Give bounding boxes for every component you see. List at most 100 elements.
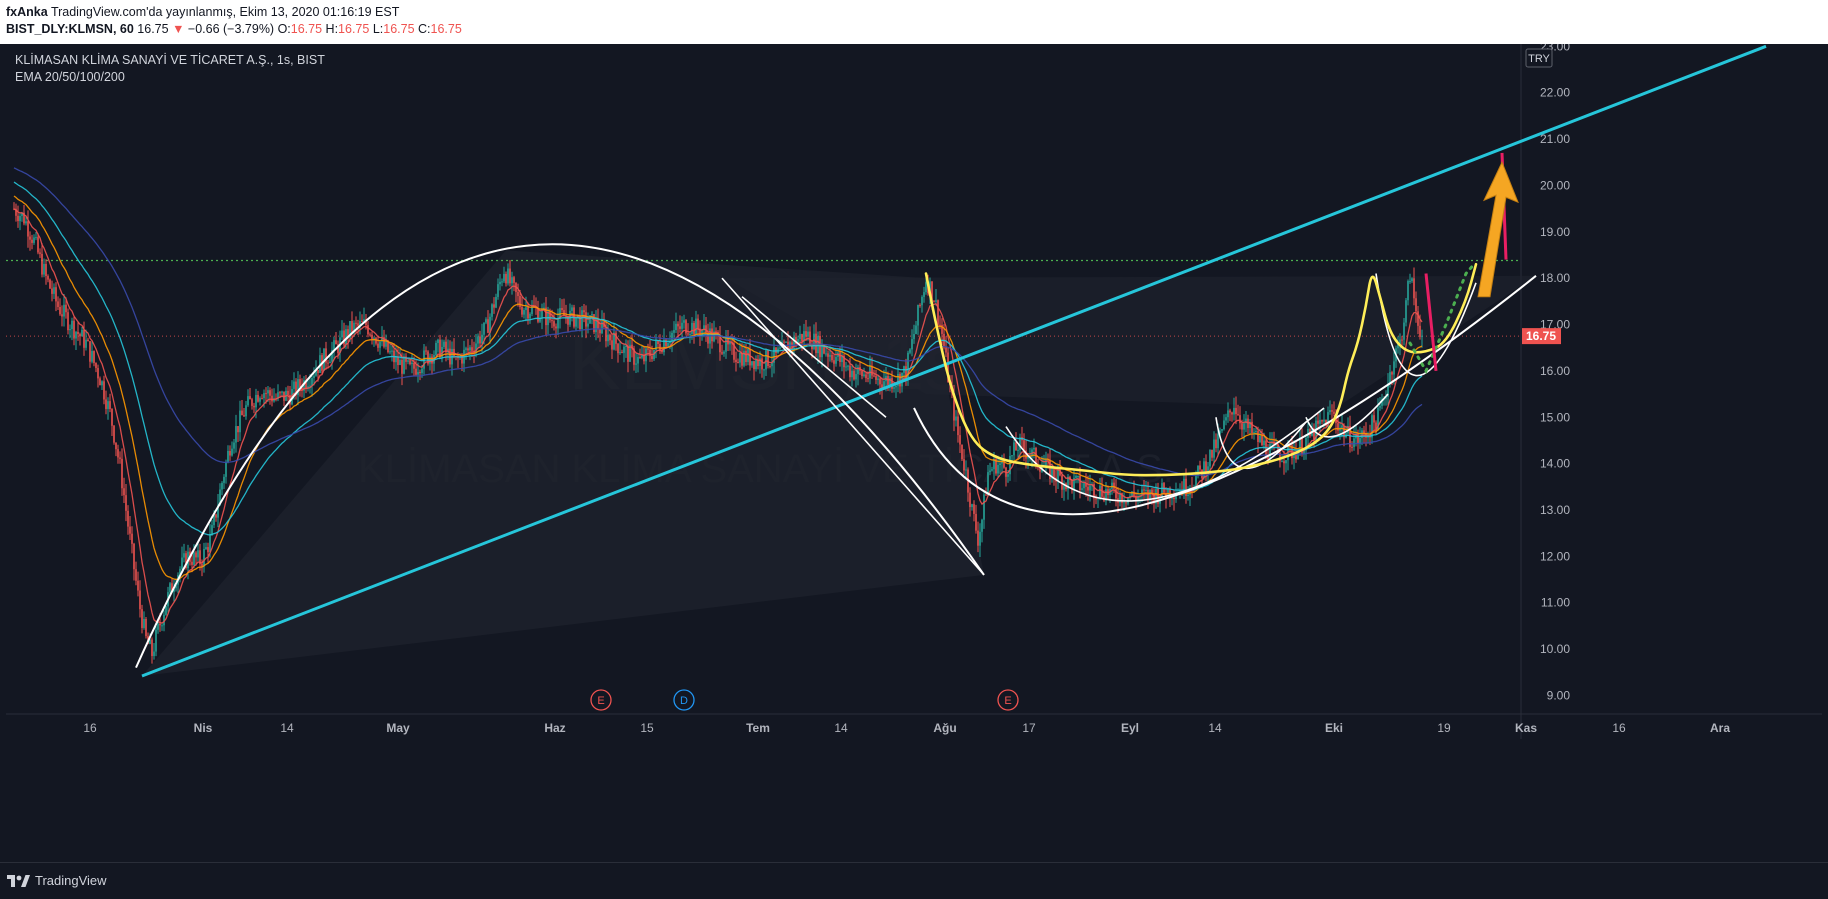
candle-body	[413, 362, 415, 369]
candle-body	[371, 334, 373, 339]
price-chart[interactable]: KLMSN, 1sKLİMASAN KLİMA SANAYİ VE TİCARE…	[6, 44, 1822, 862]
candle-body	[811, 345, 813, 350]
candle-body	[467, 348, 469, 351]
time-tick-label: Haz	[544, 721, 565, 735]
candle-body	[809, 331, 811, 346]
change-value: −0.66 (−3.79%)	[187, 22, 275, 36]
candle-body	[841, 355, 843, 362]
candle-body	[279, 392, 281, 394]
candle-body	[1215, 439, 1217, 449]
candle-body	[181, 557, 183, 569]
candle-body	[651, 356, 653, 360]
candle-body	[1225, 417, 1227, 421]
candle-body	[955, 416, 957, 421]
candle-body	[103, 381, 105, 400]
candle-body	[591, 314, 593, 316]
candle-body	[77, 331, 79, 335]
candle-body	[1343, 425, 1345, 438]
legend-title[interactable]: KLİMASAN KLİMA SANAYİ VE TİCARET A.Ş., 1…	[15, 53, 325, 67]
price-tick-label: 21.00	[1540, 132, 1570, 146]
author-name[interactable]: fxAnka	[6, 5, 48, 19]
candle-body	[1319, 420, 1321, 424]
candle-body	[195, 552, 197, 558]
chart-area[interactable]: KLMSN, 1sKLİMASAN KLİMA SANAYİ VE TİCARE…	[6, 44, 1822, 862]
candle-body	[293, 381, 295, 389]
candle-body	[787, 341, 789, 352]
candle-body	[999, 463, 1001, 465]
candle-body	[297, 379, 299, 396]
price-tick-label: 13.00	[1540, 503, 1570, 517]
candle-body	[681, 322, 683, 329]
candle-body	[635, 363, 637, 365]
candle-body	[1207, 466, 1209, 475]
candle-body	[719, 335, 721, 353]
candle-body	[801, 333, 803, 342]
candle-body	[641, 354, 643, 358]
candle-body	[481, 334, 483, 344]
candle-body	[907, 352, 909, 379]
candle-body	[1051, 466, 1053, 479]
red-drop-line	[1424, 273, 1438, 372]
candle-body	[161, 625, 163, 627]
candle-body	[723, 351, 725, 354]
event-marker[interactable]: E	[997, 689, 1019, 711]
candle-body	[465, 348, 467, 350]
candle-body	[757, 359, 759, 366]
candle-body	[1115, 488, 1117, 499]
candle-body	[1279, 452, 1281, 462]
candle-body	[669, 341, 671, 344]
candle-body	[923, 292, 925, 297]
time-tick-label: 17	[1022, 721, 1036, 735]
tradingview-brand[interactable]: TradingView	[6, 873, 107, 888]
candle-body	[995, 459, 997, 474]
event-marker-circle	[997, 689, 1019, 711]
candle-body	[191, 561, 193, 565]
candle-body	[643, 354, 645, 362]
time-tick-label: 19	[1437, 721, 1451, 735]
event-marker-circle	[673, 689, 695, 711]
candle-body	[599, 329, 601, 334]
candle-body	[779, 347, 781, 349]
candle-body	[1333, 411, 1335, 414]
candle-body	[675, 323, 677, 331]
orange-target-arrow-icon	[1477, 160, 1519, 298]
candle-body	[1217, 434, 1219, 449]
candle-body	[805, 331, 807, 337]
candle-body	[1057, 469, 1059, 482]
candle-body	[1113, 482, 1115, 489]
tradingview-logo-icon	[7, 874, 30, 887]
candle-body	[183, 553, 185, 558]
candle-body	[917, 304, 919, 326]
candle-body	[1079, 476, 1081, 490]
candle-body	[1223, 420, 1225, 430]
currency-label: TRY	[1528, 53, 1550, 65]
candle-body	[1149, 489, 1151, 500]
event-marker[interactable]: E	[590, 689, 612, 711]
candle-body	[105, 399, 107, 409]
candle-body	[425, 350, 427, 352]
candle-body	[915, 325, 917, 335]
candle-body	[415, 368, 417, 375]
candle-body	[479, 336, 481, 344]
event-marker-label: D	[680, 695, 688, 707]
candle-body	[965, 469, 967, 471]
legend-indicator[interactable]: EMA 20/50/100/200	[15, 70, 125, 84]
candle-body	[1417, 311, 1419, 326]
candle-body	[347, 329, 349, 339]
candle-body	[327, 362, 329, 364]
candle-body	[219, 489, 221, 506]
candle-body	[1363, 430, 1365, 434]
candle-body	[179, 568, 181, 576]
descending-line-2	[741, 296, 887, 418]
candle-body	[1331, 410, 1333, 412]
candle-body	[505, 273, 507, 284]
candle-body	[171, 583, 173, 592]
small-bowl-arc-2	[1305, 393, 1389, 438]
candle-body	[323, 348, 325, 371]
candle-body	[1013, 442, 1015, 456]
event-marker[interactable]: D	[673, 689, 695, 711]
candle-body	[1183, 478, 1185, 495]
candle-body	[921, 296, 923, 306]
candle-body	[755, 359, 757, 370]
candle-body	[291, 388, 293, 405]
